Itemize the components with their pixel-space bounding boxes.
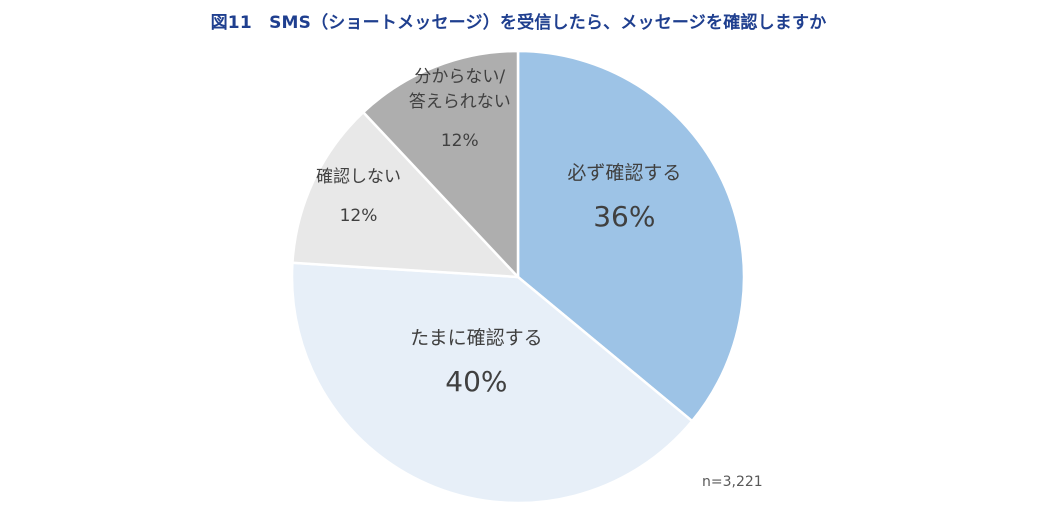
pie-value-label: 36% xyxy=(593,200,655,233)
pie-value-label: 12% xyxy=(340,206,378,226)
pie-value-label: 12% xyxy=(441,131,479,151)
pie-slice-label: たまに確認する 40% xyxy=(410,327,542,398)
pie-slice xyxy=(290,261,694,505)
pie-category-label: 分からない/ xyxy=(414,67,505,87)
pie-slice-label: 分からない/答えられない 12% xyxy=(409,67,511,151)
pie-slice xyxy=(291,111,520,279)
pie-slice xyxy=(362,49,520,279)
pie-category-label: 答えられない xyxy=(409,92,511,112)
chart-title: 図11 SMS（ショートメッセージ）を受信したら、メッセージを確認しますか xyxy=(210,13,827,33)
pie-slice-label: 確認しない 12% xyxy=(316,167,401,226)
pie-category-label: 必ず確認する xyxy=(567,162,681,184)
pie-value-label: 40% xyxy=(445,365,507,398)
pie-category-label: 確認しない xyxy=(316,167,401,187)
pie-slice-label: 必ず確認する 36% xyxy=(567,162,681,233)
pie-category-label: たまに確認する xyxy=(410,327,542,349)
sample-size-note: n=3,221 xyxy=(702,474,763,490)
pie-slice xyxy=(516,49,746,423)
